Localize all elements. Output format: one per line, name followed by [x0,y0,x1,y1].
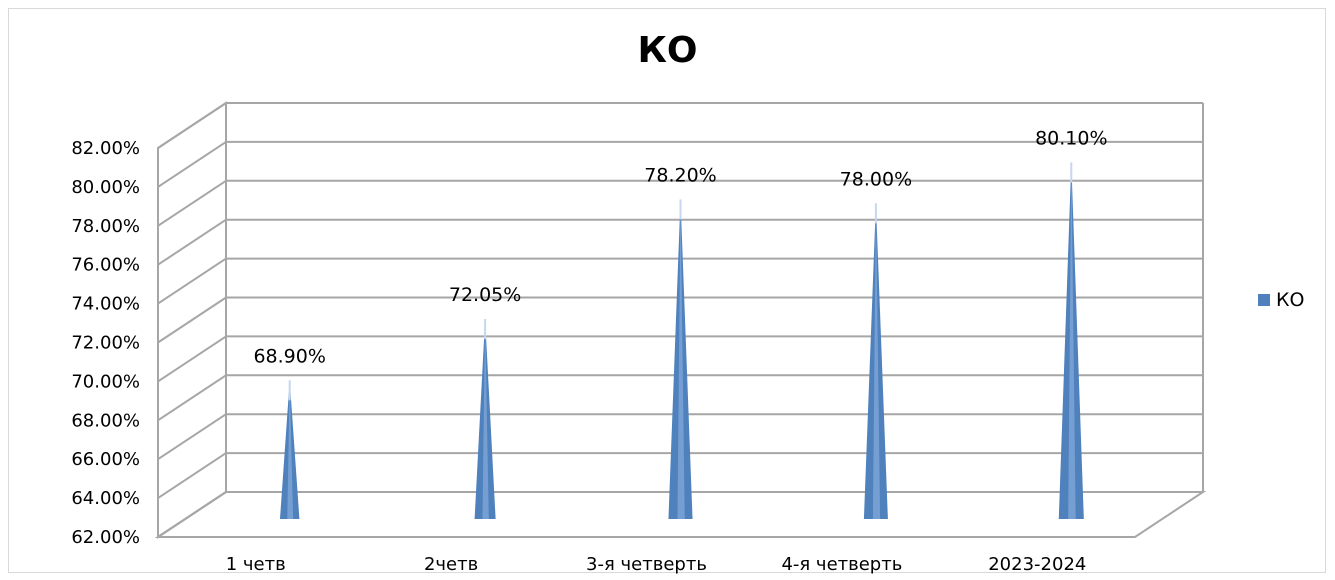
y-tick-label: 66.00% [71,449,140,470]
y-tick-label: 70.00% [71,371,140,392]
x-tick-label: 1 четв [226,554,286,575]
gridline-side [157,335,227,383]
legend-swatch [1258,294,1270,306]
y-tick-label: 74.00% [71,294,140,315]
data-label: 72.05% [449,284,521,306]
gridline-side [157,102,227,149]
y-tick-label: 64.00% [71,488,140,509]
gridline-side [157,179,227,227]
gridline-side [157,257,227,305]
y-tick-label: 80.00% [71,177,140,198]
legend-label: КО [1276,289,1305,311]
x-tick-label: 2023-2024 [988,554,1086,575]
gridline-side [157,413,227,461]
gridline-side [157,491,227,538]
cone-highlight [872,203,881,520]
data-label: 78.20% [644,164,716,186]
y-tick-label: 82.00% [71,138,140,159]
chart-title: КО [637,30,698,71]
cone-highlight [1068,162,1076,519]
data-label: 68.90% [253,345,325,367]
y-tick-label: 68.00% [71,410,140,431]
y-tick-label: 72.00% [71,333,140,354]
cone-highlight [287,380,294,519]
x-tick-label: 4-я четверть [781,554,902,575]
y-tick-label: 62.00% [71,527,140,548]
gridline-side [157,141,227,188]
legend: КО [1258,289,1304,311]
gridline-side [157,296,227,344]
gridline-side [157,218,227,266]
cone-highlight [482,319,489,519]
x-tick-label: 3-я четверть [586,554,707,575]
data-label: 80.10% [1035,127,1107,149]
data-label: 78.00% [840,168,912,190]
cone-highlight [677,199,685,519]
y-tick-label: 78.00% [71,216,140,237]
x-tick-label: 2четв [424,554,478,575]
y-tick-label: 76.00% [71,255,140,276]
gridline-side [157,452,227,499]
gridline-side [157,374,227,422]
